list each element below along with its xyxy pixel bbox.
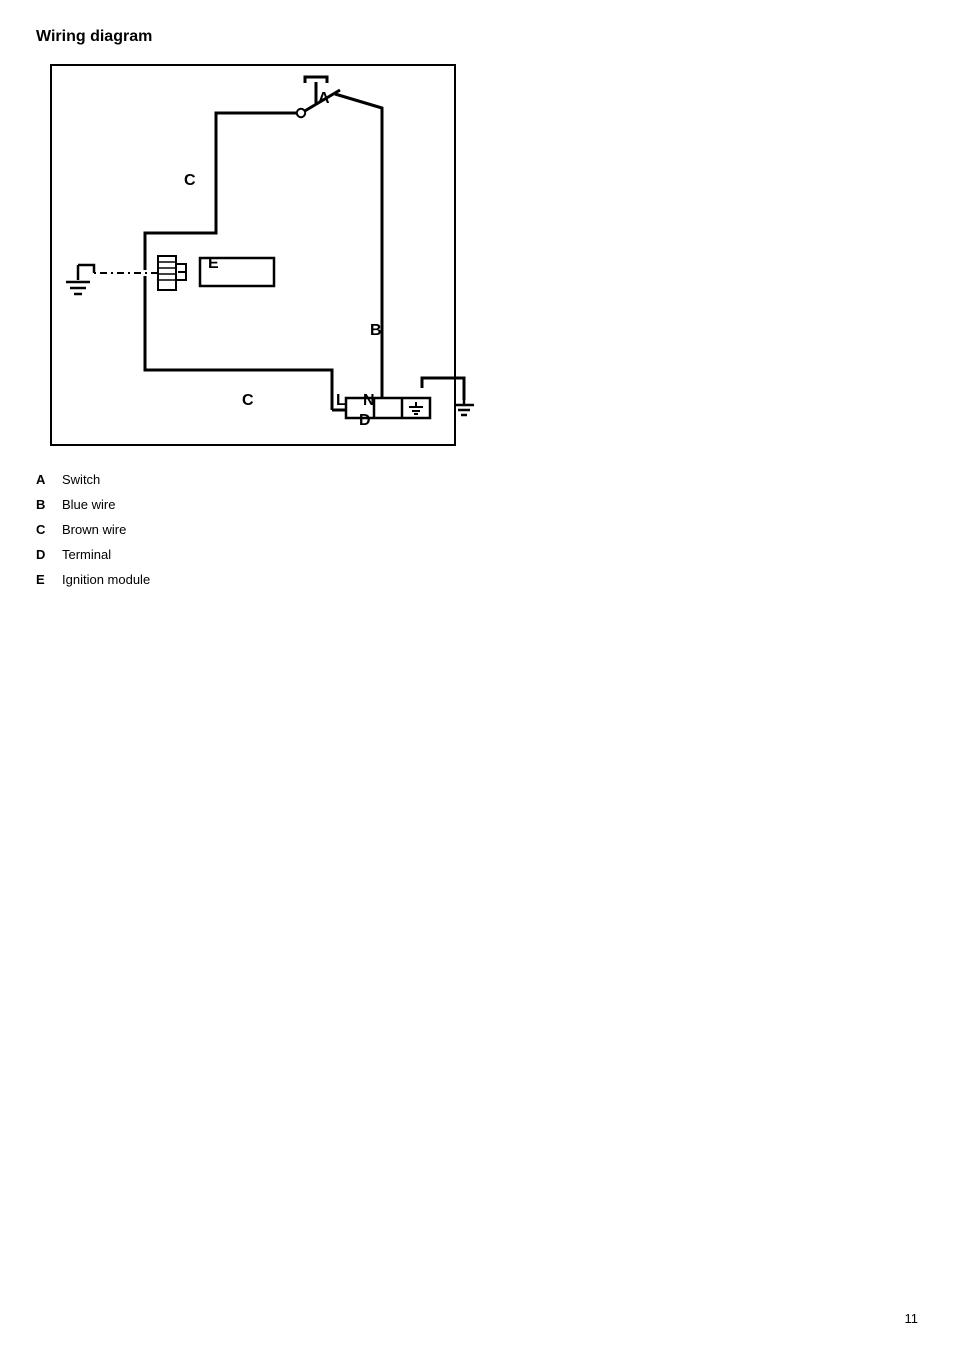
legend-key: E	[36, 572, 62, 587]
legend-key: B	[36, 497, 62, 512]
legend-desc: Terminal	[62, 547, 111, 562]
legend-key: C	[36, 522, 62, 537]
legend-row: E Ignition module	[36, 572, 918, 587]
label-b: B	[370, 322, 382, 340]
legend-desc: Ignition module	[62, 572, 150, 587]
legend-key: A	[36, 472, 62, 487]
label-n: N	[363, 392, 375, 410]
legend-desc: Brown wire	[62, 522, 126, 537]
legend-key: D	[36, 547, 62, 562]
wiring-diagram-svg	[50, 64, 480, 464]
legend-row: A Switch	[36, 472, 918, 487]
label-c-bot: C	[242, 392, 254, 410]
label-c-top: C	[184, 172, 196, 190]
label-d: D	[359, 412, 371, 430]
wiring-diagram: A C E B C L N D	[50, 64, 456, 446]
page-title: Wiring diagram	[36, 28, 918, 46]
legend-row: D Terminal	[36, 547, 918, 562]
legend-row: B Blue wire	[36, 497, 918, 512]
legend: A Switch B Blue wire C Brown wire D Term…	[36, 472, 918, 587]
label-l: L	[336, 392, 346, 410]
legend-desc: Switch	[62, 472, 100, 487]
page-number: 11	[905, 1311, 919, 1326]
legend-desc: Blue wire	[62, 497, 115, 512]
legend-row: C Brown wire	[36, 522, 918, 537]
label-e: E	[208, 255, 219, 273]
label-a: A	[318, 90, 330, 108]
